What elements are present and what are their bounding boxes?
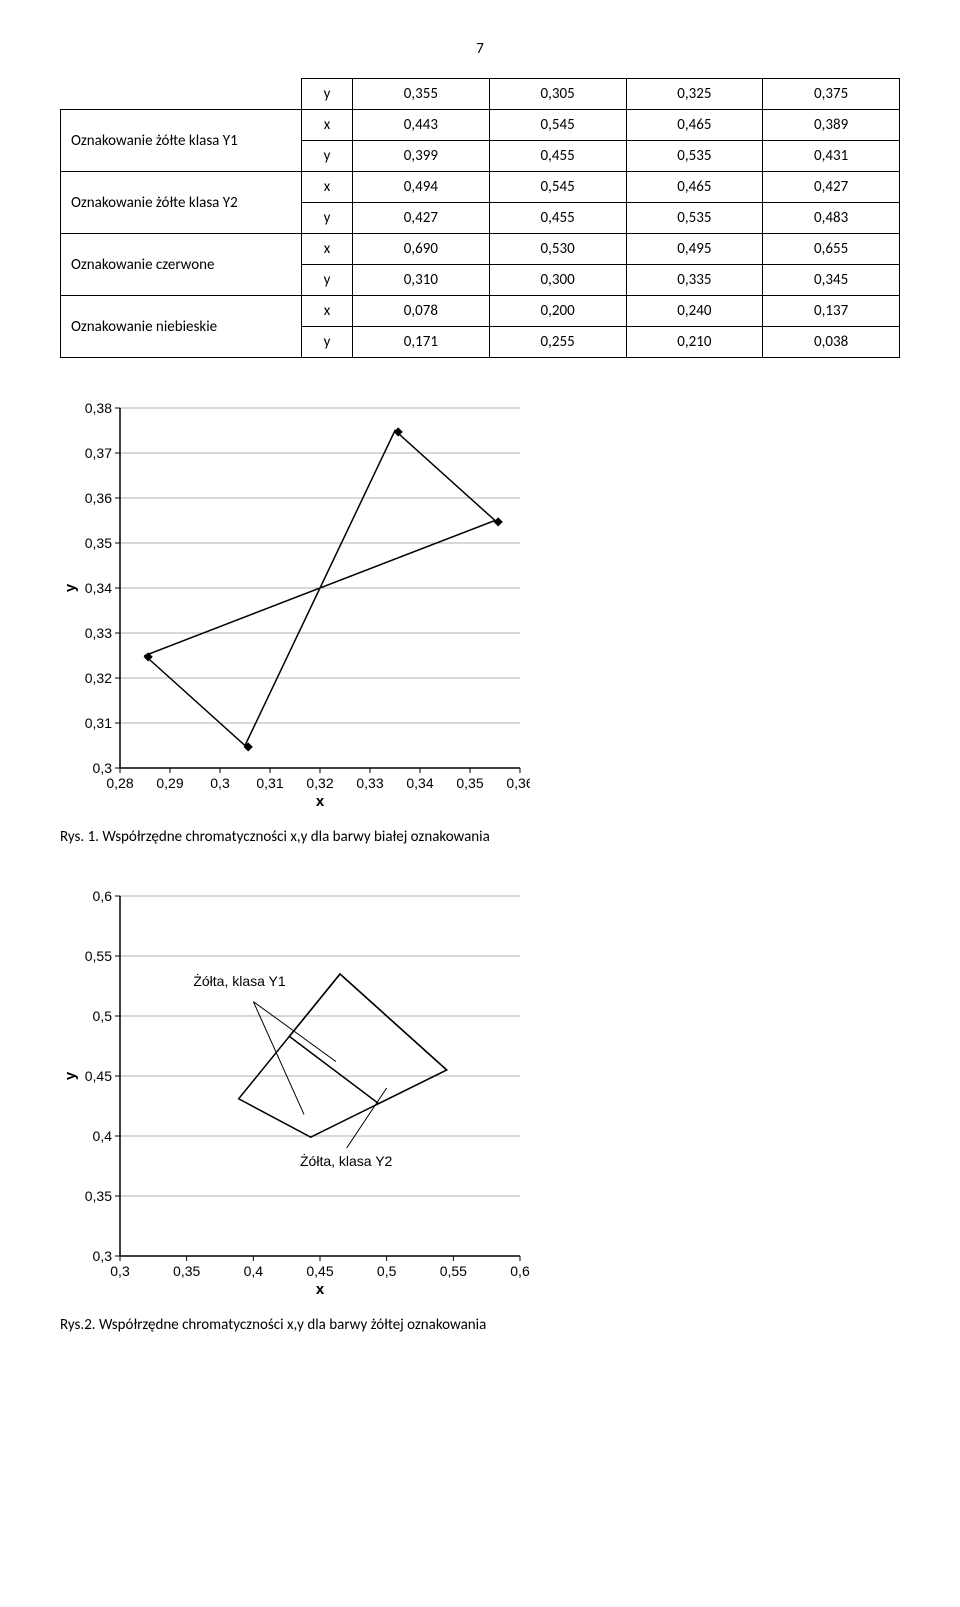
svg-text:0,36: 0,36: [506, 775, 530, 791]
table-value-cell: 0,465: [626, 172, 763, 203]
table-value-cell: 0,530: [489, 234, 626, 265]
table-value-cell: 0,535: [626, 141, 763, 172]
table-value-cell: 0,255: [489, 327, 626, 358]
table-coord-cell: y: [302, 265, 353, 296]
svg-text:0,5: 0,5: [377, 1263, 397, 1279]
table-value-cell: 0,240: [626, 296, 763, 327]
table-value-cell: 0,455: [489, 141, 626, 172]
svg-text:y: y: [62, 1071, 79, 1080]
svg-text:0,5: 0,5: [93, 1008, 113, 1024]
table-value-cell: 0,325: [626, 79, 763, 110]
svg-text:0,31: 0,31: [256, 775, 283, 791]
svg-text:0,34: 0,34: [406, 775, 433, 791]
svg-text:0,28: 0,28: [106, 775, 133, 791]
table-value-cell: 0,427: [353, 203, 490, 234]
table-value-cell: 0,038: [763, 327, 900, 358]
table-coord-cell: x: [302, 296, 353, 327]
svg-text:0,36: 0,36: [85, 490, 112, 506]
table-value-cell: 0,200: [489, 296, 626, 327]
table-label-cell: [61, 79, 302, 110]
svg-text:0,3: 0,3: [110, 1263, 130, 1279]
chart-2: 0,3 0,35 0,4 0,45 0,5 0,55 0,6 0,3 0,35 0,4 0,45 0,…: [60, 886, 900, 1306]
svg-text:x: x: [316, 793, 325, 810]
svg-text:0,32: 0,32: [85, 670, 112, 686]
table-value-cell: 0,335: [626, 265, 763, 296]
svg-text:0,29: 0,29: [156, 775, 183, 791]
caption-2: Rys.2. Współrzędne chromatyczności x,y d…: [60, 1316, 900, 1334]
table-value-cell: 0,375: [763, 79, 900, 110]
table-value-cell: 0,455: [489, 203, 626, 234]
table-value-cell: 0,545: [489, 172, 626, 203]
table-value-cell: 0,494: [353, 172, 490, 203]
svg-text:0,35: 0,35: [85, 1188, 112, 1204]
svg-text:0,4: 0,4: [93, 1128, 113, 1144]
svg-text:0,55: 0,55: [85, 948, 112, 964]
page-number: 7: [60, 40, 900, 58]
table-coord-cell: y: [302, 79, 353, 110]
table-label-cell: Oznakowanie żółte klasa Y1: [61, 110, 302, 172]
svg-text:0,37: 0,37: [85, 445, 112, 461]
data-table: y0,3550,3050,3250,375Oznakowanie żółte k…: [60, 78, 900, 358]
table-value-cell: 0,427: [763, 172, 900, 203]
table-coord-cell: y: [302, 141, 353, 172]
svg-text:0,33: 0,33: [356, 775, 383, 791]
table-value-cell: 0,431: [763, 141, 900, 172]
table-value-cell: 0,210: [626, 327, 763, 358]
table-label-cell: Oznakowanie żółte klasa Y2: [61, 172, 302, 234]
table-value-cell: 0,305: [489, 79, 626, 110]
table-value-cell: 0,443: [353, 110, 490, 141]
svg-text:0,35: 0,35: [173, 1263, 200, 1279]
table-value-cell: 0,389: [763, 110, 900, 141]
table-value-cell: 0,655: [763, 234, 900, 265]
table-label-cell: Oznakowanie czerwone: [61, 234, 302, 296]
table-value-cell: 0,300: [489, 265, 626, 296]
table-value-cell: 0,399: [353, 141, 490, 172]
table-value-cell: 0,483: [763, 203, 900, 234]
svg-text:Żółta, klasa Y2: Żółta, klasa Y2: [300, 1152, 393, 1169]
svg-text:0,31: 0,31: [85, 715, 112, 731]
table-label-cell: Oznakowanie niebieskie: [61, 296, 302, 358]
svg-text:0,3: 0,3: [93, 760, 113, 776]
table-value-cell: 0,690: [353, 234, 490, 265]
svg-text:0,34: 0,34: [85, 580, 112, 596]
svg-text:0,45: 0,45: [85, 1068, 112, 1084]
svg-text:0,32: 0,32: [306, 775, 333, 791]
table-coord-cell: y: [302, 203, 353, 234]
table-value-cell: 0,345: [763, 265, 900, 296]
svg-text:0,55: 0,55: [440, 1263, 467, 1279]
table-value-cell: 0,310: [353, 265, 490, 296]
table-coord-cell: x: [302, 172, 353, 203]
chart-1: 0,30,310,320,330,340,350,360,370,380,280…: [60, 398, 900, 818]
svg-text:0,38: 0,38: [85, 400, 112, 416]
svg-text:0,45: 0,45: [306, 1263, 333, 1279]
svg-text:y: y: [62, 583, 79, 592]
svg-text:0,35: 0,35: [85, 535, 112, 551]
svg-text:0,35: 0,35: [456, 775, 483, 791]
svg-text:0,3: 0,3: [93, 1248, 113, 1264]
svg-text:0,3: 0,3: [210, 775, 230, 791]
svg-text:Żółta, klasa Y1: Żółta, klasa Y1: [193, 972, 286, 989]
svg-text:0,6: 0,6: [510, 1263, 530, 1279]
svg-text:0,6: 0,6: [93, 888, 113, 904]
table-value-cell: 0,495: [626, 234, 763, 265]
table-coord-cell: x: [302, 234, 353, 265]
caption-1: Rys. 1. Współrzędne chromatyczności x,y …: [60, 828, 900, 846]
table-value-cell: 0,078: [353, 296, 490, 327]
table-value-cell: 0,355: [353, 79, 490, 110]
table-value-cell: 0,465: [626, 110, 763, 141]
table-value-cell: 0,171: [353, 327, 490, 358]
table-value-cell: 0,137: [763, 296, 900, 327]
table-coord-cell: x: [302, 110, 353, 141]
table-coord-cell: y: [302, 327, 353, 358]
table-value-cell: 0,535: [626, 203, 763, 234]
svg-text:x: x: [316, 1281, 325, 1298]
svg-text:0,4: 0,4: [244, 1263, 264, 1279]
table-value-cell: 0,545: [489, 110, 626, 141]
svg-text:0,33: 0,33: [85, 625, 112, 641]
